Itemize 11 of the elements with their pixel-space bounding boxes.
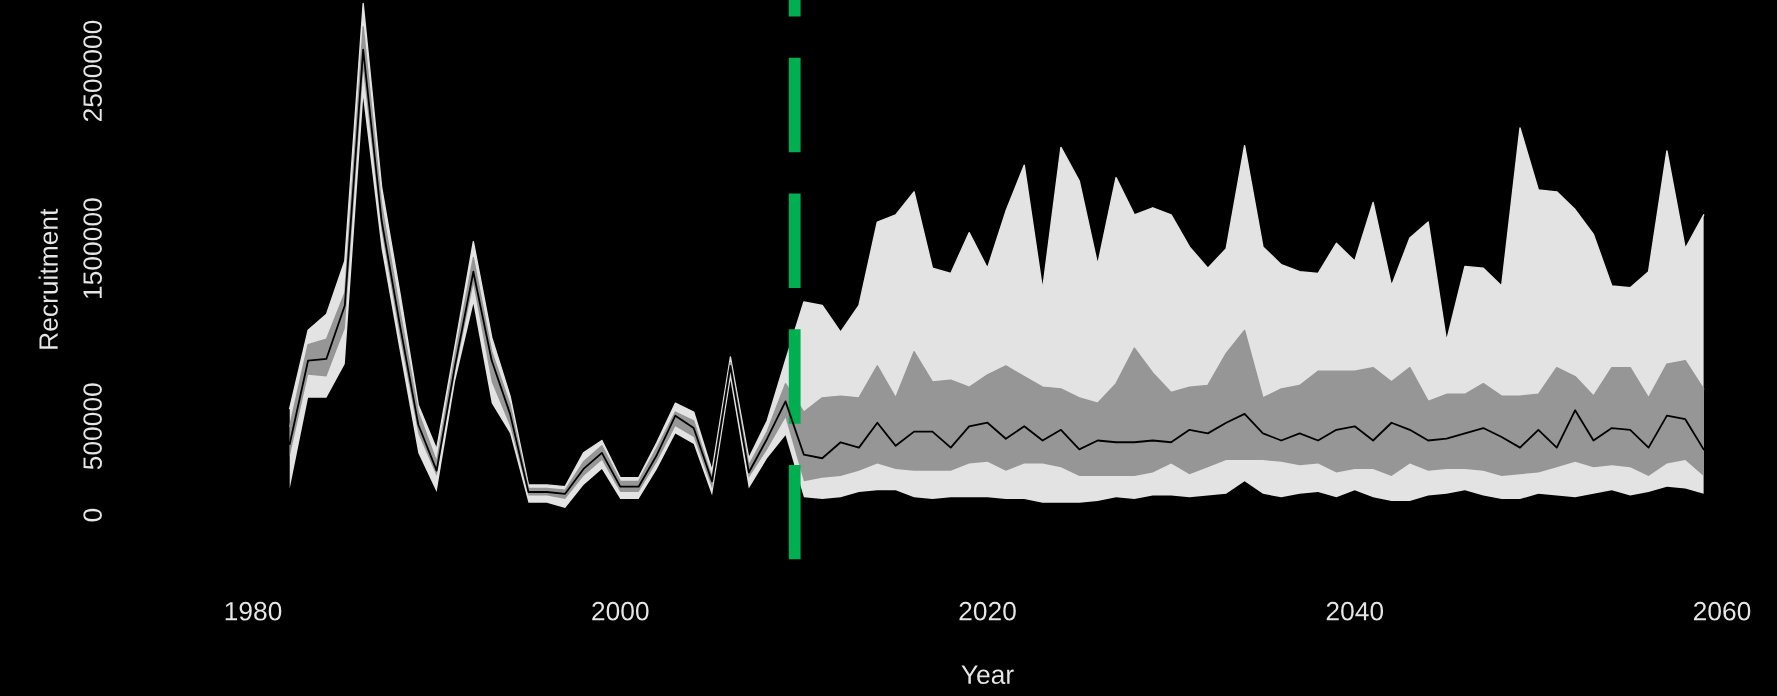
x-axis-title: Year bbox=[961, 665, 1014, 685]
y-tick-label: 500000 bbox=[83, 383, 102, 470]
x-tick-label: 2040 bbox=[1326, 601, 1384, 621]
x-tick-label: 2000 bbox=[592, 601, 649, 621]
x-tick-label: 1980 bbox=[225, 601, 282, 621]
y-tick-label: 0 bbox=[83, 508, 102, 522]
x-tick-label: 2020 bbox=[959, 601, 1016, 621]
y-axis-title: Recruitment bbox=[38, 208, 58, 349]
x-tick-label: 2060 bbox=[1693, 601, 1751, 621]
y-tick-label: 2500000 bbox=[83, 20, 102, 122]
y-tick-label: 1500000 bbox=[83, 198, 102, 299]
